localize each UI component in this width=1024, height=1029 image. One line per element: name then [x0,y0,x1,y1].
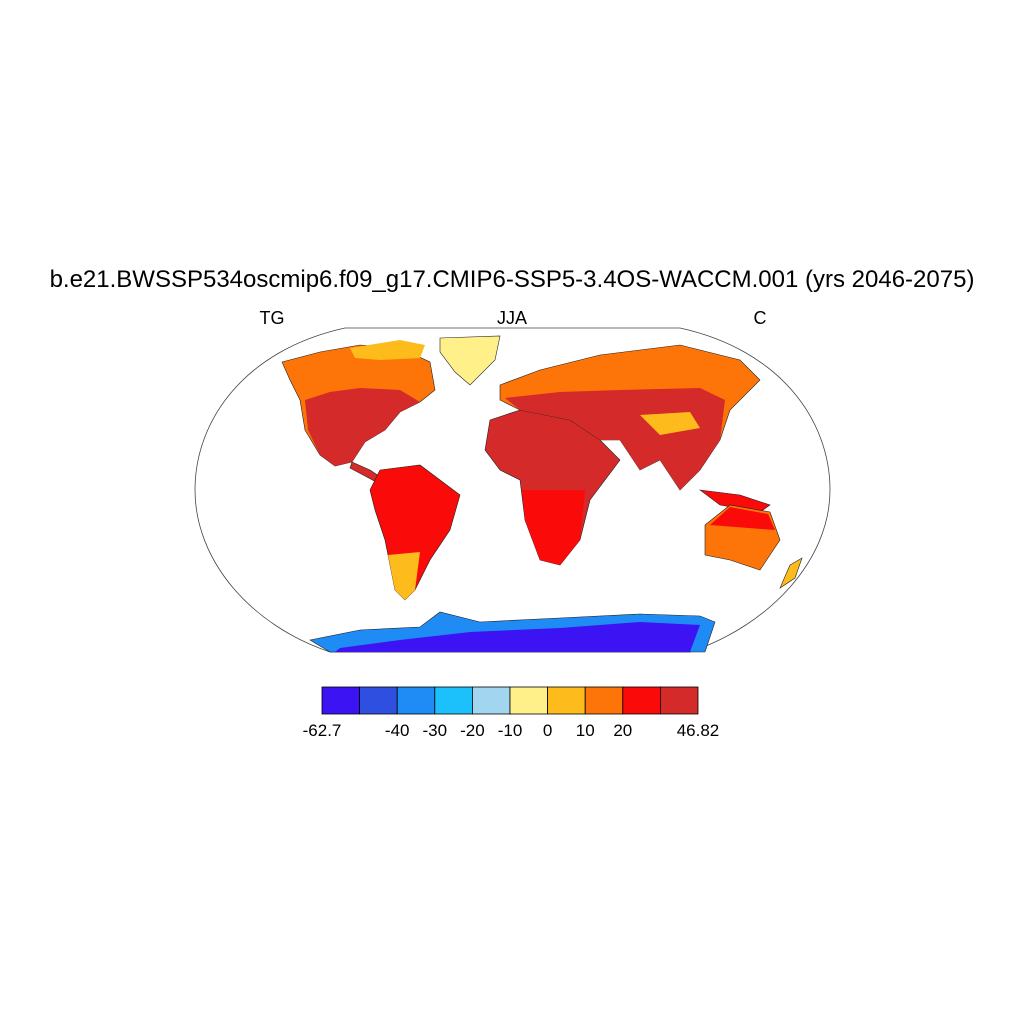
colorbar-box [622,686,661,715]
islands [698,489,771,513]
greenland [439,335,501,386]
colorbar-label: 10 [576,721,595,740]
colorbar-label: -20 [460,721,485,740]
colorbar: -62.7 -40 -30 -20 -10 0 10 20 46.82 [303,686,720,740]
colorbar-box [321,686,360,715]
map [194,327,831,653]
right-label: C [754,308,767,328]
colorbar-label: -62.7 [303,721,342,740]
colorbar-box [547,686,586,715]
colorbar-label: -10 [498,721,523,740]
colorbar-label: 46.82 [677,721,720,740]
antarctica-interior [335,622,700,652]
colorbar-label: -30 [423,721,448,740]
colorbar-box [359,686,398,715]
colorbar-box [584,686,624,715]
left-label: TG [260,308,285,328]
colorbar-label: -40 [385,721,410,740]
australia-north [710,507,775,530]
colorbar-box [434,686,473,715]
colorbar-box [509,686,548,715]
colorbar-box [396,686,436,715]
arctic-islands [350,340,425,360]
tibet [640,412,700,435]
new-zealand [779,557,803,589]
africa-south [522,490,585,565]
colorbar-label: 0 [543,721,552,740]
north-america-south [305,388,420,466]
center-label: JJA [497,308,527,328]
colorbar-box [471,686,511,715]
colorbar-label: 20 [613,721,632,740]
title: b.e21.BWSSP534oscmip6.f09_g17.CMIP6-SSP5… [50,266,975,293]
south-america-south [388,552,420,600]
colorbar-box [660,686,699,715]
